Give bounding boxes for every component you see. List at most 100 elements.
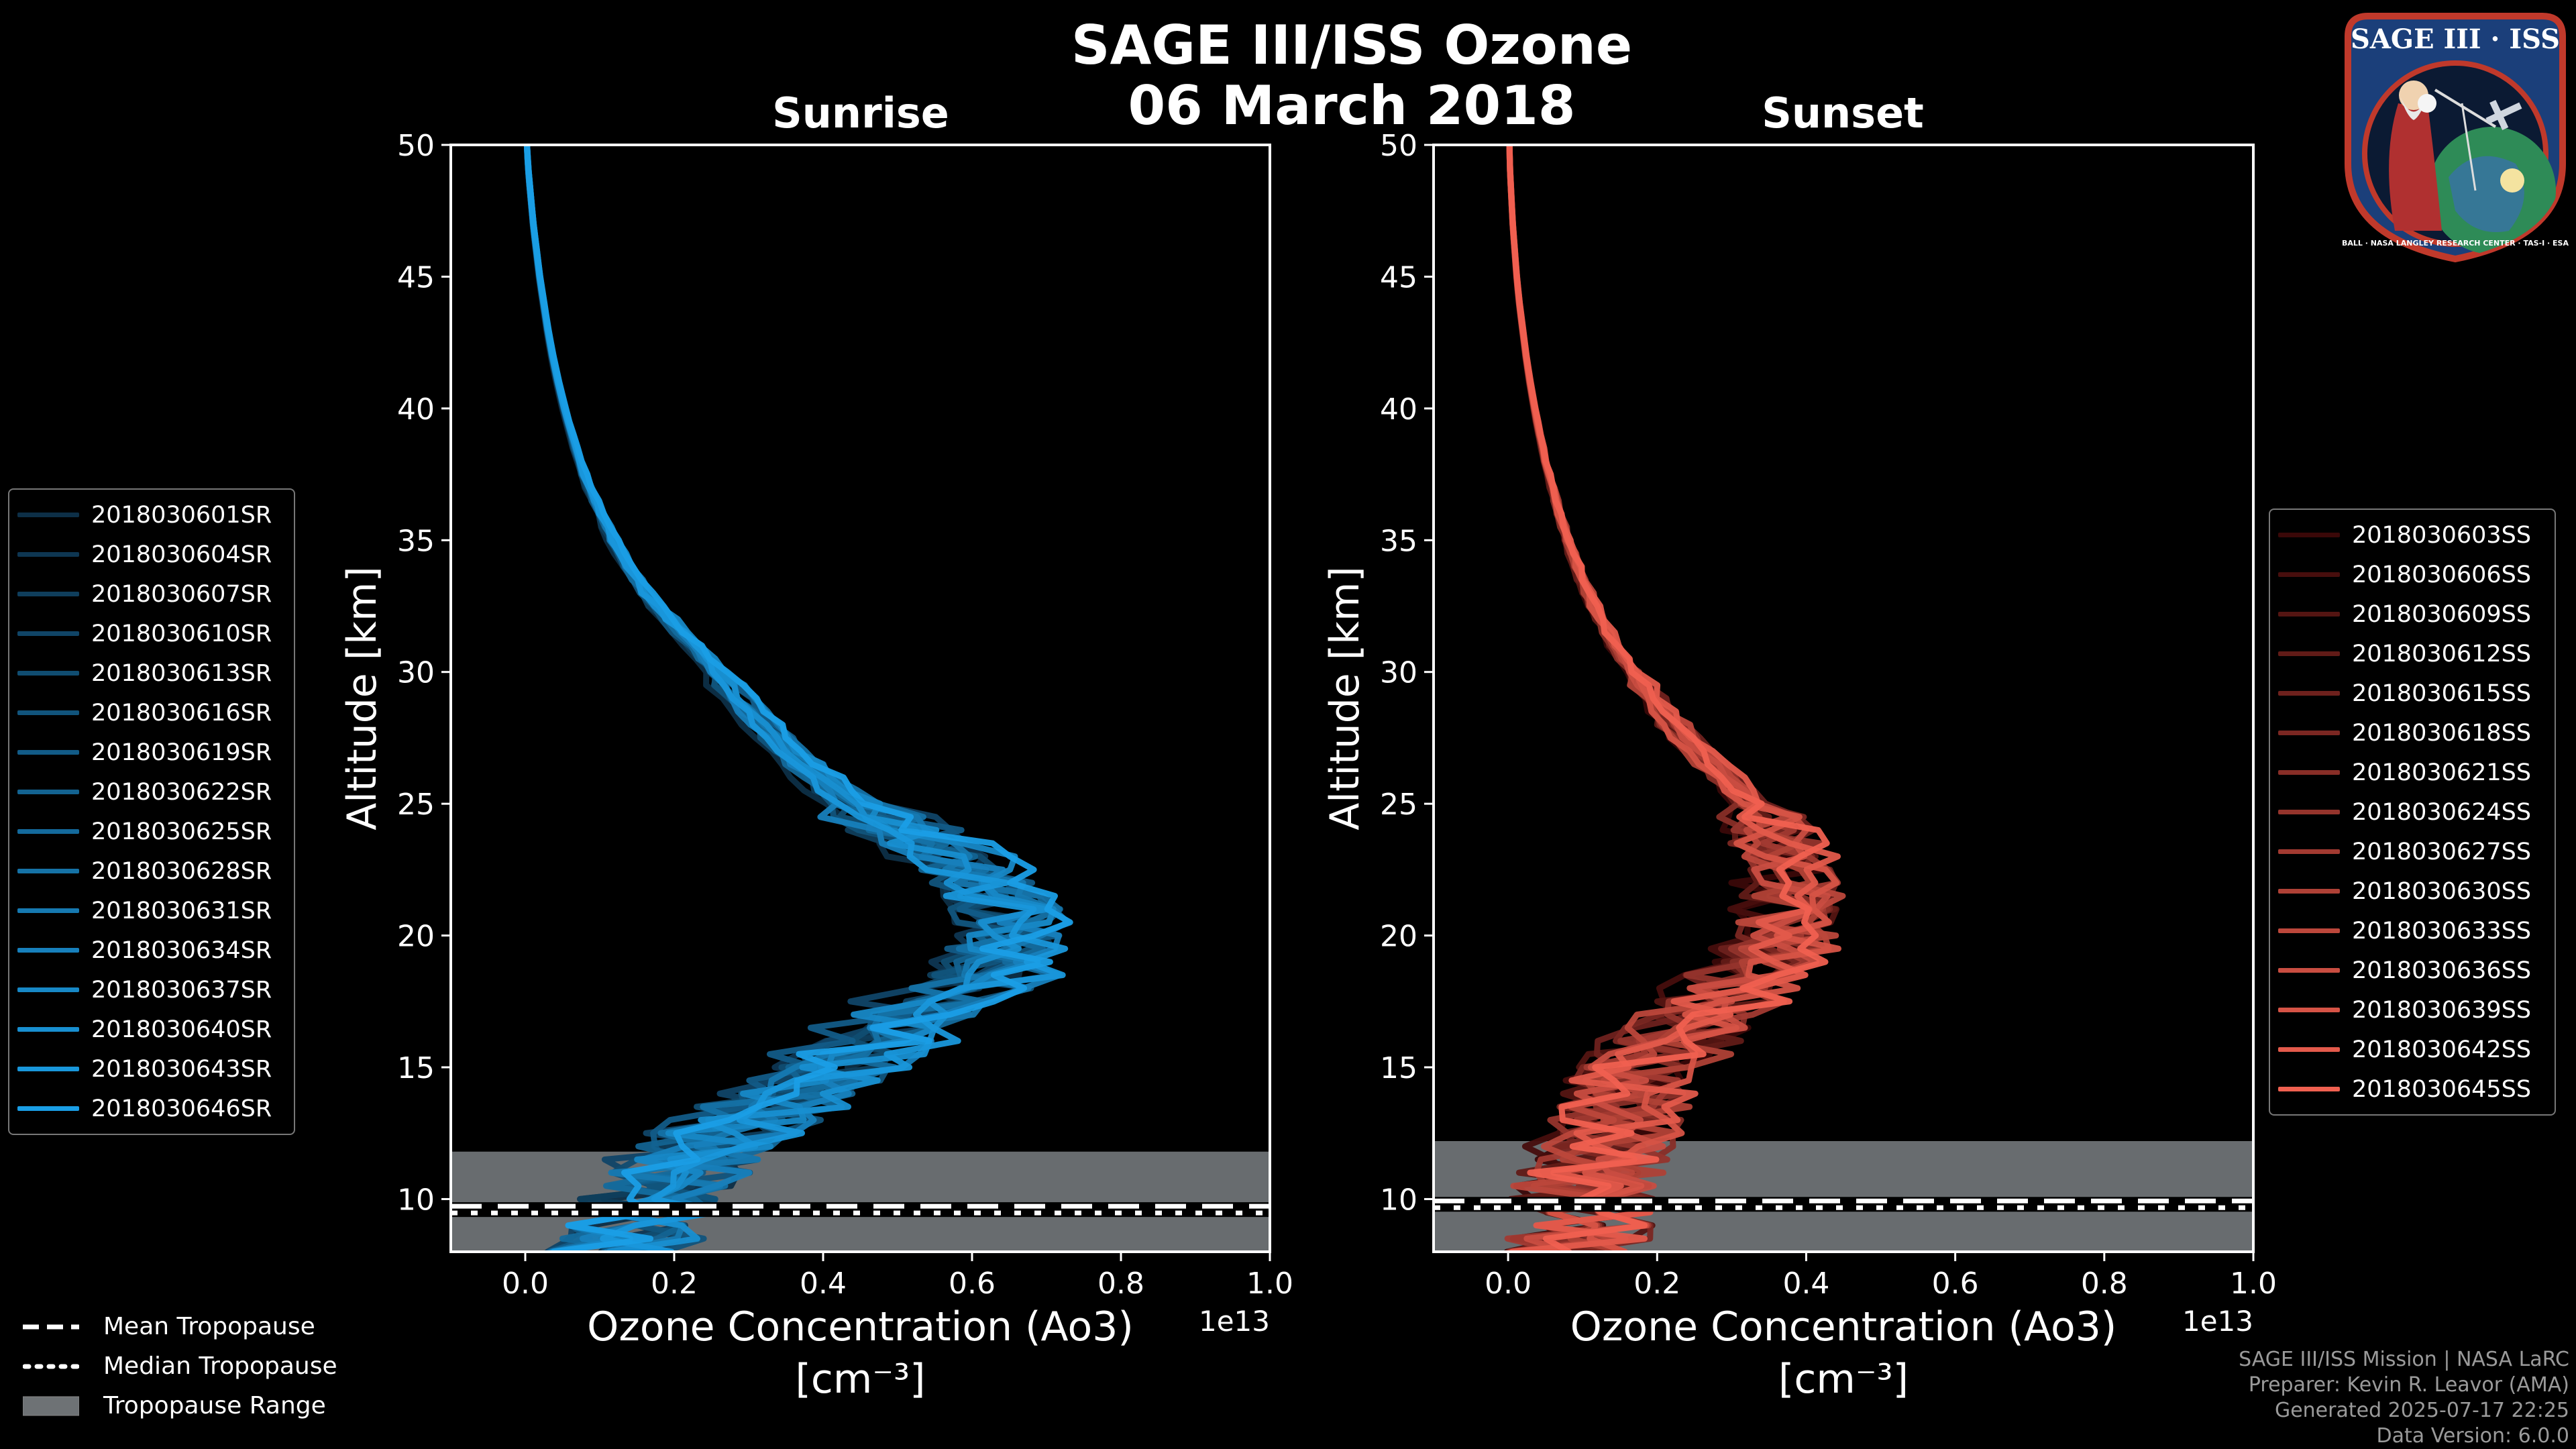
- legend-label: 2018030601SR: [91, 501, 272, 529]
- xtick-label: 0.6: [1932, 1267, 1979, 1301]
- legend-label: 2018030606SS: [2352, 561, 2532, 588]
- ytick-label: 40: [1380, 392, 1417, 427]
- axes-frame: [449, 144, 1271, 1253]
- legend-item: 2018030631SR: [9, 891, 294, 930]
- ytick-label: 45: [397, 260, 435, 294]
- legend-label: 2018030607SR: [91, 580, 272, 608]
- x-scale-label: 1e13: [1199, 1305, 1270, 1338]
- credit-mission: SAGE III/ISS Mission | NASA LaRC: [2239, 1348, 2569, 1371]
- legend-swatch: [2278, 928, 2340, 933]
- figure-title: SAGE III/ISS Ozone: [1071, 14, 1632, 76]
- legend-swatch: [17, 631, 79, 636]
- ytick-label: 10: [1380, 1183, 1417, 1217]
- legend-label: 2018030634SR: [91, 936, 272, 964]
- legend-label: 2018030625SR: [91, 818, 272, 845]
- y-axis-label: Altitude [km]: [1322, 566, 1368, 830]
- ytick-label: 30: [1380, 656, 1417, 690]
- legend-swatch: [17, 908, 79, 913]
- dotted-line-swatch: [23, 1364, 79, 1368]
- legend-swatch: [2278, 889, 2340, 894]
- panel-sunset: Sunset 10 15 20 25 30 35 40 45 50 0.0 0.2 0.4 0.6 0.8…: [1322, 89, 2277, 1403]
- legend-item: 2018030639SS: [2270, 990, 2555, 1030]
- legend-swatch: [2278, 612, 2340, 616]
- legend-item: 2018030636SS: [2270, 951, 2555, 990]
- legend-label-mean: Mean Tropopause: [103, 1313, 315, 1340]
- legend-item: 2018030603SS: [2270, 515, 2555, 555]
- legend-swatch: [17, 671, 79, 676]
- x-axis-label: Ozone Concentration (Ao3): [1570, 1303, 2117, 1350]
- legend-item-median-tropopause: Median Tropopause: [23, 1346, 337, 1386]
- legend-item: 2018030646SR: [9, 1089, 294, 1128]
- legend-swatch: [2278, 691, 2340, 696]
- legend-item: 2018030622SR: [9, 772, 294, 812]
- x-scale-label: 1e13: [2182, 1305, 2253, 1338]
- legend-label: 2018030645SS: [2352, 1075, 2532, 1103]
- legend-swatch: [2278, 533, 2340, 537]
- legend-item: 2018030630SS: [2270, 871, 2555, 911]
- xtick-label: 0.6: [949, 1267, 996, 1301]
- legend-label: 2018030633SS: [2352, 917, 2532, 945]
- legend-item: 2018030621SS: [2270, 753, 2555, 792]
- legend-item: 2018030633SS: [2270, 911, 2555, 951]
- legend-swatch: [17, 948, 79, 953]
- legend-tropopause: Mean Tropopause Median Tropopause Tropop…: [23, 1307, 337, 1426]
- legend-item: 2018030619SR: [9, 733, 294, 772]
- legend-item: 2018030628SR: [9, 851, 294, 891]
- ytick-label: 10: [397, 1183, 435, 1217]
- legend-label-median: Median Tropopause: [103, 1352, 337, 1380]
- ytick-label: 30: [397, 656, 435, 690]
- legend-item: 2018030634SR: [9, 930, 294, 970]
- legend-label: 2018030631SR: [91, 897, 272, 924]
- legend-label: 2018030636SS: [2352, 957, 2532, 984]
- legend-label: 2018030610SR: [91, 620, 272, 647]
- legend-item: 2018030604SR: [9, 535, 294, 574]
- axes-frame: [1432, 144, 2255, 1253]
- legend-swatch: [17, 552, 79, 557]
- legend-item: 2018030627SS: [2270, 832, 2555, 871]
- legend-item-mean-tropopause: Mean Tropopause: [23, 1307, 337, 1346]
- credit-preparer: Preparer: Kevin R. Leavor (AMA): [2248, 1373, 2569, 1397]
- legend-swatch: [2278, 1008, 2340, 1012]
- legend-item: 2018030645SS: [2270, 1069, 2555, 1109]
- ytick-label: 20: [397, 920, 435, 954]
- legend-label: 2018030637SR: [91, 976, 272, 1004]
- panel-title-sunset: Sunset: [1762, 89, 1924, 138]
- legend-swatch: [2278, 731, 2340, 735]
- profile-line-2018030646SR: [524, 145, 1073, 1252]
- legend-item: 2018030616SR: [9, 693, 294, 733]
- legend-swatch: [17, 1106, 79, 1111]
- legend-swatch: [17, 869, 79, 873]
- legend-swatch: [2278, 572, 2340, 577]
- xtick-label: 0.2: [1633, 1267, 1680, 1301]
- legend-item: 2018030607SR: [9, 574, 294, 614]
- ytick-label: 50: [1380, 129, 1417, 163]
- legend-swatch: [17, 829, 79, 834]
- ytick-label: 20: [1380, 920, 1417, 954]
- logo-ring-text: BALL · NASA LANGLEY RESEARCH CENTER · TA…: [2342, 239, 2569, 248]
- legend-sunset: 2018030603SS 2018030606SS 2018030609SS 2018…: [2269, 508, 2556, 1116]
- legend-label: 2018030603SS: [2352, 521, 2532, 549]
- y-axis-label: Altitude [km]: [339, 566, 386, 830]
- legend-swatch: [2278, 810, 2340, 814]
- legend-item: 2018030609SS: [2270, 594, 2555, 634]
- xtick-label: 1.0: [1246, 1267, 1293, 1301]
- legend-item: 2018030637SR: [9, 970, 294, 1010]
- legend-item: 2018030615SS: [2270, 674, 2555, 713]
- legend-swatch: [17, 790, 79, 794]
- legend-label: 2018030613SR: [91, 659, 272, 687]
- legend-label: 2018030612SS: [2352, 640, 2532, 667]
- credit-generated: Generated 2025-07-17 22:25: [2274, 1399, 2569, 1422]
- legend-label: 2018030640SR: [91, 1016, 272, 1043]
- xtick-label: 0.0: [502, 1267, 549, 1301]
- panel-sunrise: Sunrise 10 15 20 25 30 35 40 45 50 0.0 0.2 0.4 0.6 0.…: [339, 89, 1293, 1403]
- legend-item: 2018030610SR: [9, 614, 294, 653]
- xtick-label: 0.8: [1097, 1267, 1144, 1301]
- xtick-label: 0.4: [1782, 1267, 1829, 1301]
- legend-swatch: [2278, 651, 2340, 656]
- legend-label: 2018030618SS: [2352, 719, 2532, 747]
- legend-swatch: [2278, 849, 2340, 854]
- x-axis-label: Ozone Concentration (Ao3): [587, 1303, 1134, 1350]
- sage-iii-iss-patch-logo: SAGE III · ISS BALL · NASA LANGLEY RESEA…: [2342, 13, 2569, 263]
- legend-item: 2018030624SS: [2270, 792, 2555, 832]
